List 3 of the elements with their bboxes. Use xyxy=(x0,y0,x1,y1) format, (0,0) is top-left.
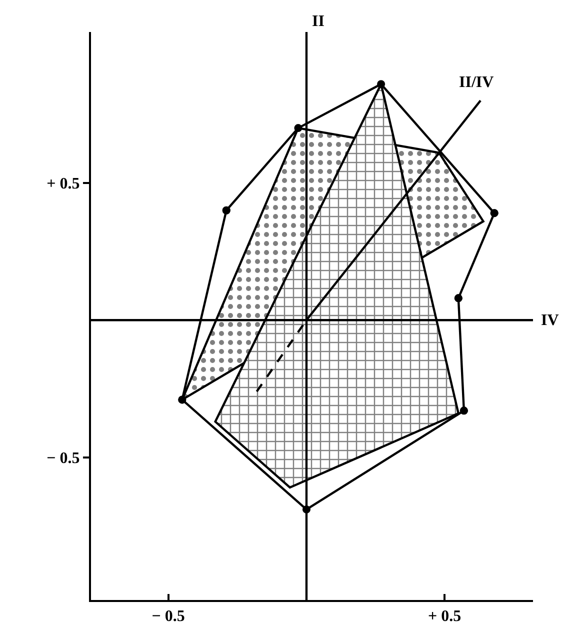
ref-line-label: II xyxy=(312,13,324,30)
series-label: II/IV xyxy=(459,74,494,91)
ref-line-label: IV xyxy=(541,312,560,329)
